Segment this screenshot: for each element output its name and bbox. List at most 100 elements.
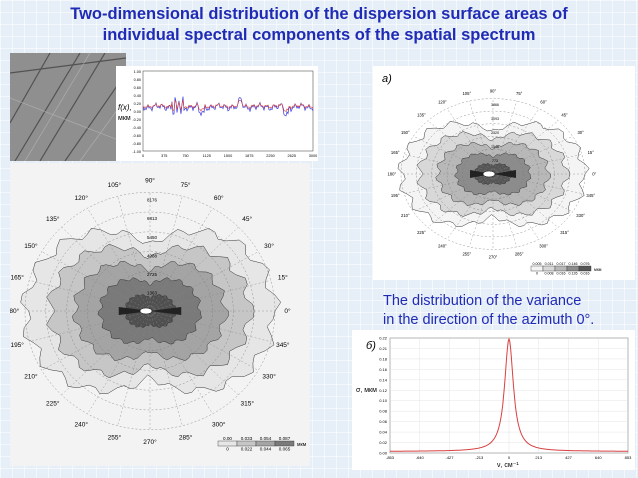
polar-a-radial-line <box>413 136 494 175</box>
polar-a-angle-label: 90° <box>490 88 497 93</box>
polar-b-radial-line <box>87 208 151 312</box>
variance-y-tick: 0.00 <box>379 451 388 456</box>
polar-b-legend-value-top: 0.00 <box>223 436 232 441</box>
polar-a-radial-label: 3866 <box>491 103 499 107</box>
polar-b-center-marker <box>139 307 153 315</box>
polar-b-angle-label: 240° <box>75 420 89 428</box>
polar-a-panel-label: а) <box>382 73 392 85</box>
profile-y-tick: 0.20 <box>134 102 141 106</box>
profile-x-tick: 1500 <box>224 154 232 158</box>
polar-b-radial-line <box>149 251 259 312</box>
polar-b-radial-line <box>149 310 271 342</box>
profile-y-tick: 0.80 <box>134 78 141 82</box>
polar-a-angle-label: 30° <box>577 130 584 135</box>
variance-y-tick: 0.04 <box>379 430 388 435</box>
polar-b-grid-circle <box>87 251 213 371</box>
polar-a-radial-label: 3093 <box>491 117 499 121</box>
polar-a-angle-label: 330° <box>576 213 585 218</box>
polar-b-legend-value-bottom: 0.022 <box>241 447 253 452</box>
polar-b-radial-line <box>87 310 151 414</box>
polar-a-radial-label: 2320 <box>491 131 499 135</box>
polar-b-angle-label: 210° <box>24 372 38 380</box>
polar-a-legend-value-bottom: 0 <box>536 272 538 276</box>
polar-a-angle-label: 135° <box>417 113 426 118</box>
polar-b-radial-label: 5450 <box>147 235 158 240</box>
profile-x-tick: 0 <box>142 154 144 158</box>
slide-title-line-1: Two-dimensional distribution of the disp… <box>70 5 568 23</box>
profile-y-tick: 1.00 <box>134 70 141 74</box>
polar-b-radial-label: 6813 <box>147 216 158 221</box>
profile-plot-frame <box>142 70 314 152</box>
polar-b-center-lobe-right <box>150 307 182 315</box>
polar-b-radial-line <box>41 251 151 312</box>
profile-plot-panel: f(x), мкм 1.00 0.80 0.60 0.40 0.20 0.00 -0.20 -… <box>116 66 318 161</box>
polar-a-radial-line <box>413 173 494 212</box>
polar-b-angle-label: 345° <box>276 341 290 349</box>
polar-b-radial-line <box>29 280 151 312</box>
profile-x-tick: 2250 <box>266 154 274 158</box>
polar-a-legend-value-bottom: 0.126 <box>569 272 578 276</box>
variance-x-tick: -427 <box>445 455 454 460</box>
polar-b-angle-label: 180° <box>10 307 20 315</box>
polar-a-legend-swatch <box>578 265 592 272</box>
variance-plot-panel: б) σ, мкм ν, см⁻¹ 0.22 0.21 0.18 0.16 0.14 0.… <box>352 330 635 470</box>
polar-b-angle-label: 330° <box>262 372 276 380</box>
polar-a-radial-line <box>492 173 573 212</box>
polar-a-legend-value-bottom: 0.016 <box>581 272 590 276</box>
polar-b-center-lobe-left <box>118 307 150 315</box>
polar-a-legend-value-bottom: 0.016 <box>557 272 566 276</box>
polar-b-radial-line <box>149 208 213 312</box>
polar-a-radial-line <box>492 173 540 240</box>
polar-a-angle-label: 120° <box>438 100 447 105</box>
polar-a-radial-line <box>404 173 494 194</box>
polar-a-angle-label: 45° <box>561 113 568 118</box>
polar-a-center-marker <box>482 170 496 178</box>
variance-y-tick: 0.06 <box>379 419 388 424</box>
polar-b-legend-value-bottom: 0 <box>226 447 229 452</box>
slide-title-line-2: individual spectral components of the sp… <box>102 26 536 44</box>
variance-y-tick: 0.14 <box>379 377 388 382</box>
profile-y-tick: -0.80 <box>132 142 141 146</box>
polar-a-radial-label: 773 <box>492 159 498 163</box>
variance-curve <box>390 337 628 452</box>
polar-b-angle-label: 105° <box>108 181 122 189</box>
polar-b-legend-swatch <box>217 440 238 447</box>
caption-line-1: The distribution of the variance <box>383 293 582 309</box>
variance-y-tick: 0.18 <box>379 356 388 361</box>
variance-y-tick: 0.16 <box>379 367 388 372</box>
profile-ylabel-unit: мкм <box>118 115 131 122</box>
polar-a-radial-line <box>492 108 540 175</box>
profile-x-tick: 1125 <box>203 154 211 158</box>
variance-x-tick: 0 <box>508 455 511 460</box>
variance-x-tick: 213 <box>535 455 542 460</box>
polar-a-angle-label: 75° <box>516 91 523 96</box>
polar-a-angle-label: 180° <box>387 171 396 176</box>
polar-a-radial-line <box>468 101 494 175</box>
polar-b-angle-label: 120° <box>75 194 89 202</box>
polar-b-radial-label: 4088 <box>147 253 158 258</box>
polar-b-radial-line <box>149 280 271 312</box>
polar-b-legend-value-top: 0.033 <box>241 436 253 441</box>
polar-a-legend-swatch <box>542 265 556 272</box>
polar-b-angle-label: 150° <box>24 242 38 250</box>
profile-y-tick: -0.60 <box>132 134 141 138</box>
polar-b-radial-line <box>149 310 259 371</box>
polar-a-radial-line <box>492 154 582 175</box>
profile-y-tick: -1.00 <box>132 150 141 154</box>
polar-b-angle-label: 90° <box>145 177 155 185</box>
polar-a-legend-value-top: 0.017 <box>557 262 566 266</box>
polar-b-angle-label: 135° <box>46 215 60 223</box>
polar-b-angle-label: 285° <box>179 433 193 441</box>
polar-a-angle-label: 195° <box>391 193 400 198</box>
variance-y-tick: 0.21 <box>379 346 388 351</box>
polar-b-grid-circle <box>66 231 234 391</box>
polar-a-radial-line <box>446 108 494 175</box>
profile-y-tick: 0.60 <box>134 86 141 90</box>
polar-b-angle-label: 300° <box>212 420 226 428</box>
profile-y-tick: -0.40 <box>132 126 141 130</box>
polar-a-legend-swatch <box>554 265 568 272</box>
polar-a-radial-line <box>404 154 494 175</box>
polar-a-angle-label: 285° <box>515 252 524 257</box>
variance-y-tick: 0.22 <box>379 336 388 341</box>
polar-b-angle-label: 315° <box>241 400 255 408</box>
